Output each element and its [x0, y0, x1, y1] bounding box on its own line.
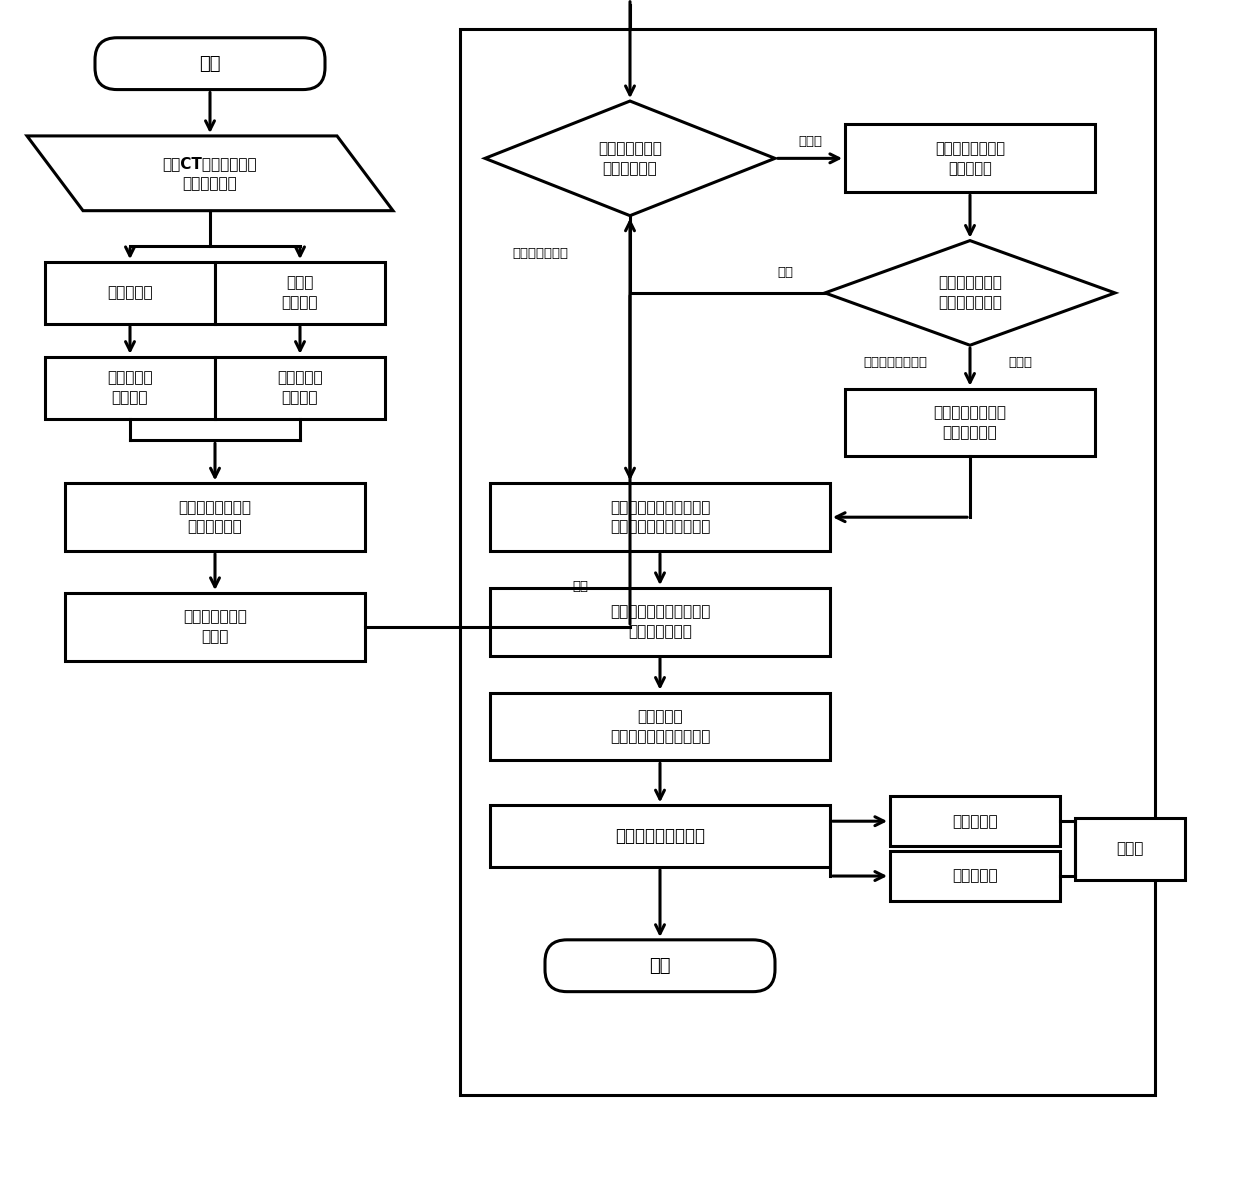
- Text: 寻找与分割平面相
交的三角面片: 寻找与分割平面相 交的三角面片: [934, 405, 1007, 440]
- Text: 存在: 存在: [572, 581, 588, 594]
- Text: 四面体拓扑关系: 四面体拓扑关系: [512, 247, 568, 261]
- Bar: [890, 851, 1060, 901]
- Bar: [64, 483, 365, 551]
- Text: 离散点投影
确定投影点误差带中心线: 离散点投影 确定投影点误差带中心线: [610, 709, 711, 744]
- Bar: [490, 588, 830, 656]
- Bar: [45, 262, 215, 324]
- Bar: [890, 796, 1060, 846]
- Text: 微通道宽度: 微通道宽度: [952, 869, 998, 883]
- Text: 三角面片连接关系: 三角面片连接关系: [863, 356, 928, 369]
- Text: 实体模型中
的四面体: 实体模型中 的四面体: [278, 370, 322, 405]
- Polygon shape: [825, 240, 1115, 345]
- Text: 微通道深度: 微通道深度: [952, 814, 998, 828]
- Text: 判断该四面体是
否存在边界面: 判断该四面体是 否存在边界面: [598, 141, 662, 176]
- Bar: [215, 357, 384, 418]
- Text: 开始: 开始: [200, 55, 221, 73]
- Text: 微通道骨架: 微通道骨架: [107, 286, 153, 300]
- Text: 提取分割平面与边界面交
点，作为离散点: 提取分割平面与边界面交 点，作为离散点: [610, 605, 711, 639]
- Text: 确定分割点所在
四面体: 确定分割点所在 四面体: [184, 609, 247, 644]
- Text: 微通道
实体模型: 微通道 实体模型: [281, 276, 319, 311]
- Bar: [490, 483, 830, 551]
- Polygon shape: [27, 136, 393, 210]
- Text: 深宽比: 深宽比: [1116, 841, 1143, 856]
- Polygon shape: [485, 102, 775, 215]
- Bar: [1075, 817, 1185, 880]
- FancyBboxPatch shape: [95, 38, 325, 90]
- Text: 寻找存在边界面的
相邻四面体: 寻找存在边界面的 相邻四面体: [935, 141, 1004, 176]
- Bar: [460, 29, 1154, 1096]
- Text: 不存在: 不存在: [799, 135, 822, 148]
- Bar: [490, 805, 830, 868]
- Text: 以相交棱边寻找下一个与
分割平面相交的三角面片: 以相交棱边寻找下一个与 分割平面相交的三角面片: [610, 500, 711, 534]
- Text: 判断边界面是否
与分割平面相交: 判断边界面是否 与分割平面相交: [939, 276, 1002, 311]
- Text: 基于CT扫描图像获得
微通道体数据: 基于CT扫描图像获得 微通道体数据: [162, 155, 258, 191]
- Bar: [490, 693, 830, 760]
- Bar: [844, 388, 1095, 456]
- Text: 不相交: 不相交: [1008, 356, 1032, 369]
- FancyBboxPatch shape: [546, 939, 775, 992]
- Text: 结束: 结束: [650, 957, 671, 975]
- Text: 横截面几何尺寸测量: 横截面几何尺寸测量: [615, 827, 706, 845]
- Bar: [64, 593, 365, 661]
- Bar: [45, 357, 215, 418]
- Text: 确定四面体包围盒
缩小搜索范围: 确定四面体包围盒 缩小搜索范围: [179, 500, 252, 534]
- Text: 相交: 相交: [777, 266, 794, 280]
- Bar: [844, 124, 1095, 192]
- Text: 确定微通道
分割平面: 确定微通道 分割平面: [107, 370, 153, 405]
- Bar: [215, 262, 384, 324]
